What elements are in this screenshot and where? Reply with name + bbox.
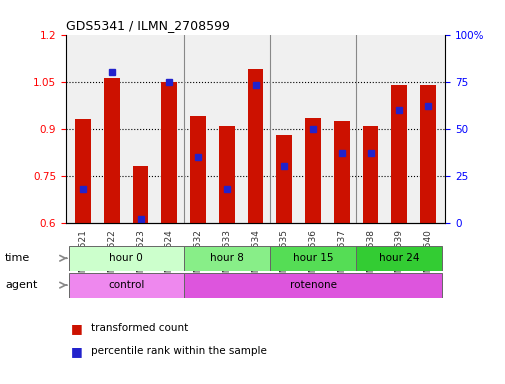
Bar	[132, 166, 148, 223]
Bar	[269, 246, 356, 271]
Bar	[419, 85, 435, 223]
Bar	[305, 118, 320, 223]
Bar	[390, 85, 407, 223]
Bar	[161, 82, 177, 223]
Bar	[333, 121, 349, 223]
Text: control: control	[108, 280, 144, 290]
Text: ■: ■	[71, 345, 82, 358]
Text: time: time	[5, 253, 30, 263]
Bar	[356, 246, 441, 271]
Bar	[362, 126, 378, 223]
Bar	[69, 273, 183, 298]
Text: agent: agent	[5, 280, 37, 290]
Bar	[247, 69, 263, 223]
Text: hour 24: hour 24	[378, 253, 419, 263]
Text: hour 0: hour 0	[109, 253, 143, 263]
Text: rotenone: rotenone	[289, 280, 336, 290]
Bar	[69, 246, 183, 271]
Bar	[276, 135, 291, 223]
Text: percentile rank within the sample: percentile rank within the sample	[91, 346, 267, 356]
Text: transformed count: transformed count	[91, 323, 188, 333]
Bar	[183, 273, 441, 298]
Bar	[190, 116, 206, 223]
Text: hour 8: hour 8	[210, 253, 243, 263]
Text: hour 15: hour 15	[292, 253, 333, 263]
Text: ■: ■	[71, 322, 82, 335]
Text: GDS5341 / ILMN_2708599: GDS5341 / ILMN_2708599	[66, 19, 229, 32]
Bar	[183, 246, 269, 271]
Bar	[219, 126, 234, 223]
Bar	[75, 119, 91, 223]
Bar	[104, 78, 120, 223]
